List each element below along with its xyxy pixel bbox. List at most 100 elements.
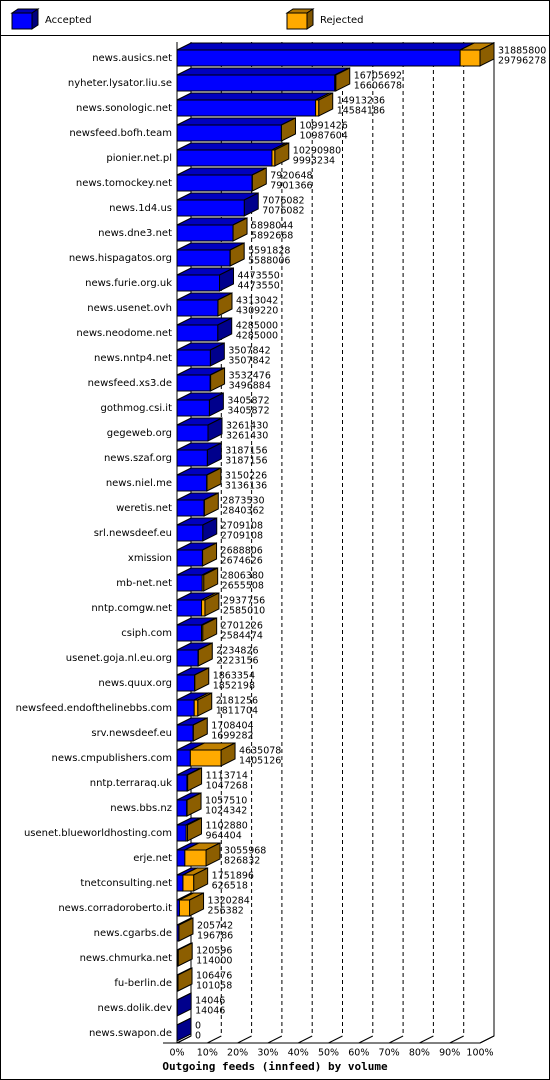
accepted-label: 10987604 xyxy=(299,131,347,142)
accepted-bar xyxy=(176,374,211,392)
x-tick-label: 50% xyxy=(318,1048,339,1059)
accepted-bar-top xyxy=(176,142,287,151)
total-label: 10290980 xyxy=(293,146,341,157)
y-tick-label: gegeweb.org xyxy=(107,428,172,439)
rejected-bar xyxy=(182,874,195,892)
accepted-label: 29796278 xyxy=(498,56,546,67)
x-tick-label: 20% xyxy=(227,1048,248,1059)
total-label: 3405872 xyxy=(227,396,269,407)
y-tick-label: news.ausics.net xyxy=(92,53,172,64)
y-tick-label: nntp.comgw.net xyxy=(91,603,172,614)
y-tick-label: news.swapon.de xyxy=(89,1028,172,1039)
accepted-label: 3405872 xyxy=(227,406,269,417)
total-label: 2688806 xyxy=(221,546,263,557)
total-label: 3150226 xyxy=(225,471,267,482)
accepted-bar xyxy=(176,449,208,467)
total-label: 1102880 xyxy=(205,821,247,832)
accepted-bar-side xyxy=(176,1017,192,1042)
x-tick-label: 0% xyxy=(169,1048,184,1059)
total-label: 4635078 xyxy=(239,746,281,757)
legend-swatch xyxy=(11,12,33,30)
rejected-bar xyxy=(201,599,206,617)
y-tick-label: mb-net.net xyxy=(116,578,172,589)
accepted-bar-top xyxy=(176,117,296,126)
accepted-bar xyxy=(176,649,199,667)
accepted-bar-top xyxy=(176,42,475,51)
accepted-bar xyxy=(176,249,231,267)
y-tick-label: news.furie.org.uk xyxy=(85,278,172,289)
accepted-label: 5892668 xyxy=(251,231,293,242)
total-label: 205742 xyxy=(197,921,233,932)
total-label: 3507842 xyxy=(228,346,270,357)
y-tick-label: news.niel.me xyxy=(106,478,172,489)
accepted-label: 826832 xyxy=(224,856,260,867)
y-tick-label: news.chmurka.net xyxy=(80,953,172,964)
tick-mark xyxy=(419,1035,434,1044)
accepted-label: 256382 xyxy=(208,906,244,917)
accepted-bar-top xyxy=(176,67,350,76)
y-tick-label: newsfeed.xs3.de xyxy=(88,378,172,389)
y-tick-label: news.szaf.org xyxy=(104,453,172,464)
legend-label: Accepted xyxy=(45,15,92,26)
accepted-bar xyxy=(176,699,195,717)
total-label: 14046 xyxy=(195,996,225,1007)
total-label: 2709108 xyxy=(221,521,263,532)
total-label: 5898044 xyxy=(251,221,293,232)
accepted-label: 1852198 xyxy=(213,681,255,692)
accepted-bar xyxy=(176,324,219,342)
accepted-bar xyxy=(176,49,461,67)
total-label: 120596 xyxy=(196,946,232,957)
accepted-bar xyxy=(176,474,208,492)
x-tick-label: 60% xyxy=(348,1048,369,1059)
legend-swatch xyxy=(306,8,314,30)
accepted-label: 4285000 xyxy=(236,331,278,342)
accepted-bar xyxy=(176,224,234,242)
x-tick-label: 10% xyxy=(197,1048,218,1059)
accepted-label: 9993234 xyxy=(293,156,335,167)
accepted-bar xyxy=(176,674,196,692)
y-tick-label: fu-berlin.de xyxy=(114,978,172,989)
tick-mark xyxy=(267,1035,283,1044)
accepted-label: 3496884 xyxy=(229,381,271,392)
total-label: 2181256 xyxy=(216,696,258,707)
accepted-label: 2840362 xyxy=(222,506,264,517)
rejected-bar xyxy=(201,624,204,642)
accepted-label: 964404 xyxy=(205,831,241,842)
total-label: 4473550 xyxy=(238,271,280,282)
accepted-bar xyxy=(176,774,188,792)
accepted-bar xyxy=(176,599,203,617)
accepted-label: 3187156 xyxy=(225,456,267,467)
accepted-label: 196786 xyxy=(197,931,233,942)
rejected-bar xyxy=(178,899,191,917)
total-label: 2234826 xyxy=(216,646,258,657)
y-tick-label: news.neodome.net xyxy=(76,328,172,339)
accepted-label: 14584186 xyxy=(337,106,385,117)
y-tick-label: xmission xyxy=(128,553,172,564)
total-label: 3261430 xyxy=(226,421,268,432)
y-tick-label: news.cgarbs.de xyxy=(94,928,172,939)
tick-mark xyxy=(297,1035,313,1044)
y-tick-label: gothmog.csi.it xyxy=(101,403,173,414)
y-tick-label: news.corradoroberto.it xyxy=(58,903,172,914)
accepted-bar xyxy=(176,874,184,892)
accepted-label: 16606678 xyxy=(354,81,402,92)
y-tick-label: news.sonologic.net xyxy=(76,103,172,114)
total-label: 2701226 xyxy=(221,621,263,632)
total-label: 2873530 xyxy=(222,496,264,507)
x-axis-title: Outgoing feeds (innfeed) by volume xyxy=(162,1060,388,1073)
y-tick-label: weretis.net xyxy=(116,503,172,514)
tick-mark xyxy=(388,1035,404,1044)
accepted-label: 1405126 xyxy=(239,756,281,767)
x-tick-label: 70% xyxy=(379,1048,400,1059)
y-tick-label: news.nntp4.net xyxy=(94,353,172,364)
y-tick-label: newsfeed.endofthelinebbs.com xyxy=(16,703,172,714)
accepted-label: 4473550 xyxy=(238,281,280,292)
tick-mark xyxy=(176,1035,192,1044)
y-tick-label: srl.newsdeef.eu xyxy=(94,528,172,539)
y-tick-label: usenet.goja.nl.eu.org xyxy=(66,653,172,664)
total-label: 10991426 xyxy=(299,121,347,132)
x-tick-label: 30% xyxy=(257,1048,278,1059)
accepted-bar xyxy=(176,824,187,842)
accepted-bar xyxy=(176,574,203,592)
y-tick-label: news.1d4.us xyxy=(109,203,172,214)
